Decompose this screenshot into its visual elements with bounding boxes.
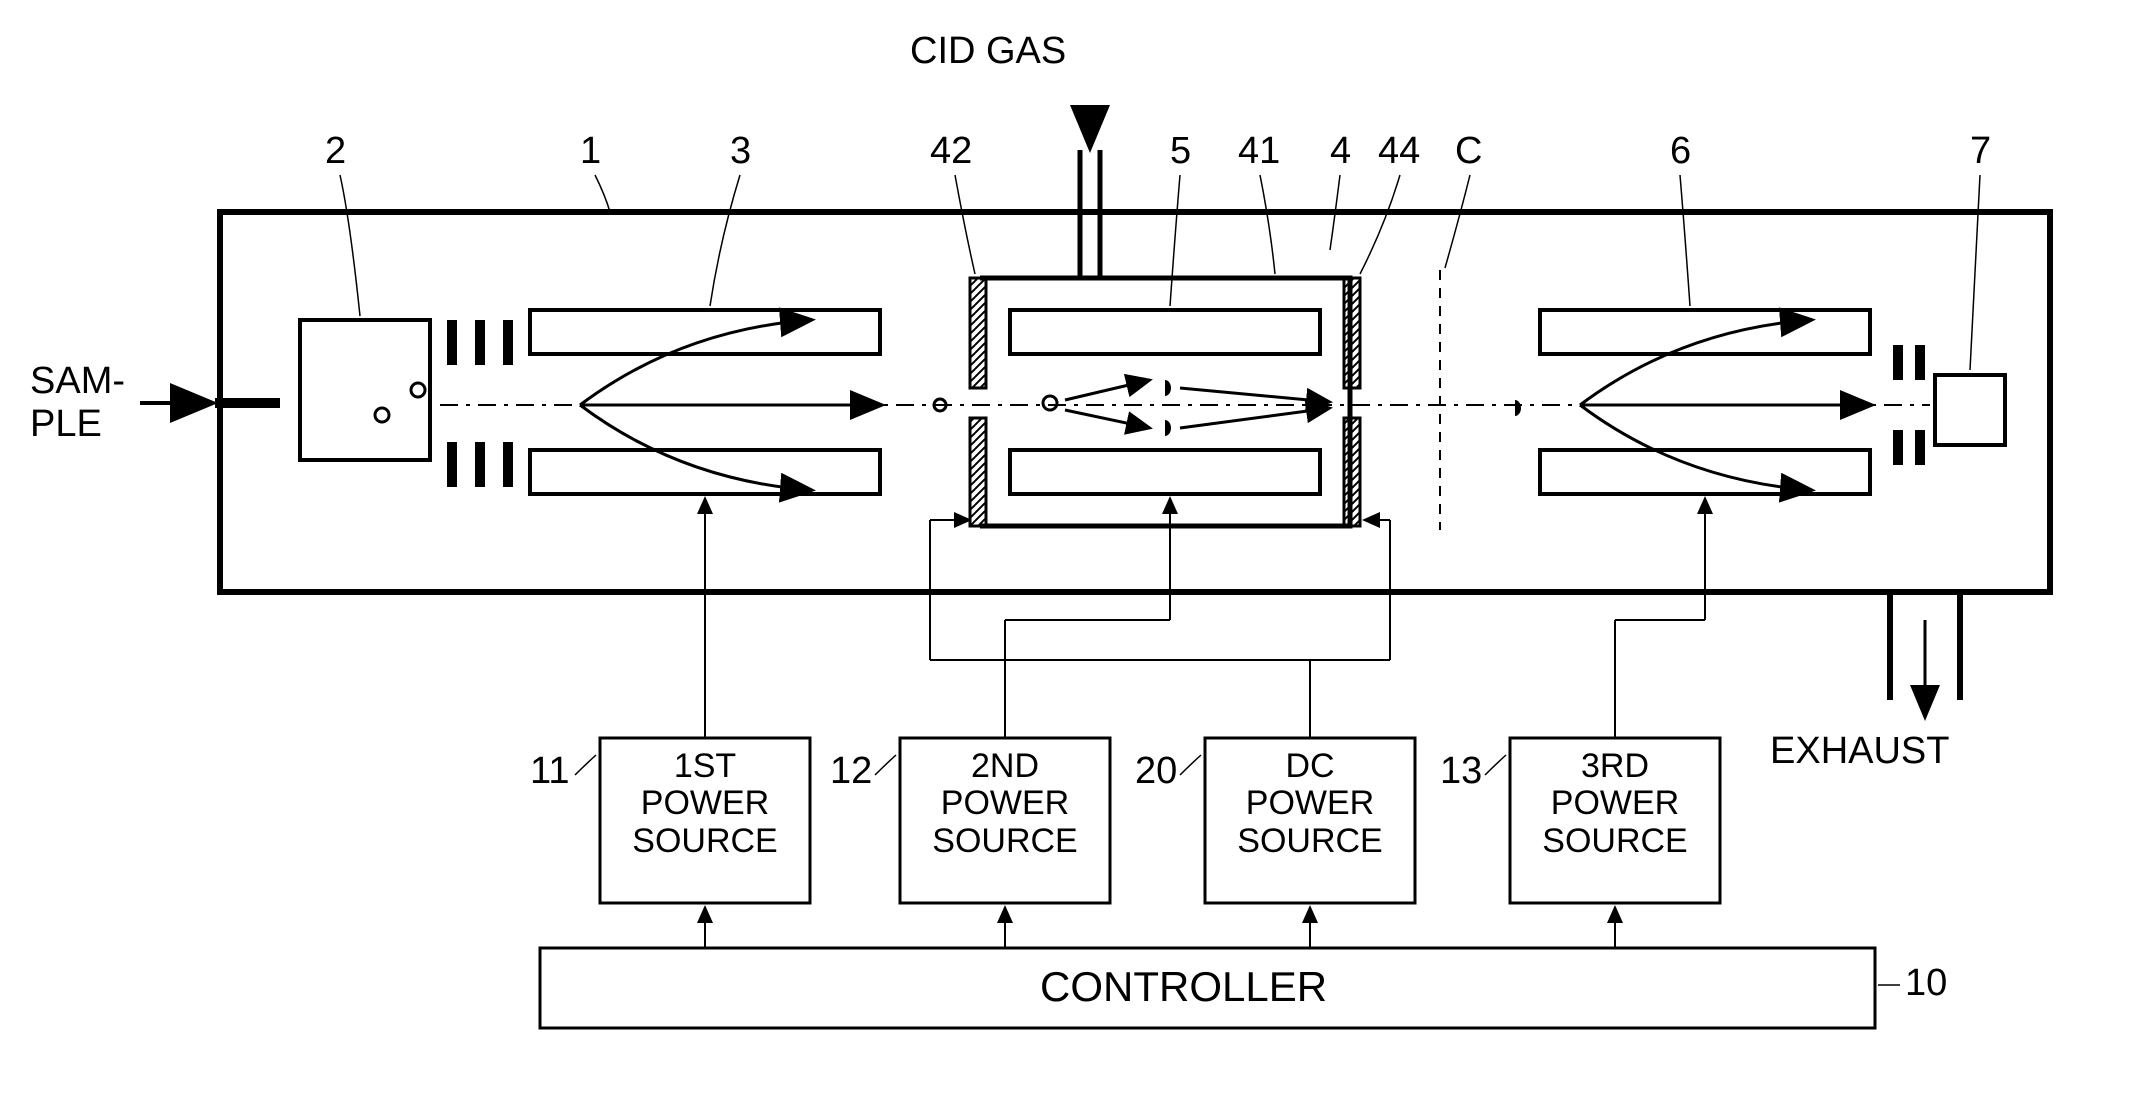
ref-1: 1 <box>580 130 601 173</box>
entrance-lens <box>452 320 508 487</box>
q1-bottom <box>530 450 880 494</box>
q1-trajectories <box>580 320 880 490</box>
controller-label: CONTROLLER <box>1040 963 1327 1011</box>
ref-41: 41 <box>1238 130 1280 173</box>
q3-trajectories <box>1580 320 1870 490</box>
q3-bottom <box>1540 450 1870 494</box>
ref-42: 42 <box>930 130 972 173</box>
q2-bottom <box>1010 450 1320 494</box>
dc-label: DC POWER SOURCE <box>1215 748 1405 860</box>
outer-chamber <box>220 212 2050 592</box>
q3-top <box>1540 310 1870 354</box>
ps3-label: 3RD POWER SOURCE <box>1520 748 1710 860</box>
fragmentation <box>1043 380 1330 436</box>
collision-cell-box <box>980 278 1350 526</box>
entry-plate-42 <box>970 278 986 526</box>
ref-6: 6 <box>1670 130 1691 173</box>
ref-44: 44 <box>1378 130 1420 173</box>
ref-10: 10 <box>1905 962 1947 1005</box>
ref-13: 13 <box>1440 750 1482 793</box>
ref-12: 12 <box>830 750 872 793</box>
ps1-label: 1ST POWER SOURCE <box>610 748 800 860</box>
ref-leaders <box>340 175 1980 985</box>
q2-top <box>1010 310 1320 354</box>
diagram-container: CID GAS SAM- PLE EXHAUST 2 1 3 42 5 41 4… <box>20 20 2139 1082</box>
ref-20: 20 <box>1135 750 1177 793</box>
ref-4: 4 <box>1330 130 1351 173</box>
ref-5: 5 <box>1170 130 1191 173</box>
ps2-label: 2ND POWER SOURCE <box>910 748 1100 860</box>
exhaust-label: EXHAUST <box>1770 730 1949 773</box>
exhaust-pipe <box>1890 592 1960 715</box>
ref-7: 7 <box>1970 130 1991 173</box>
ref-2: 2 <box>325 130 346 173</box>
cid-gas-label: CID GAS <box>910 30 1066 73</box>
ref-C: C <box>1455 130 1482 173</box>
q1-top <box>530 310 880 354</box>
diagram-svg <box>20 20 2139 1082</box>
sample-label: SAM- PLE <box>30 360 125 446</box>
detector <box>1935 375 2005 445</box>
ref-11: 11 <box>530 750 569 793</box>
ref-3: 3 <box>730 130 751 173</box>
